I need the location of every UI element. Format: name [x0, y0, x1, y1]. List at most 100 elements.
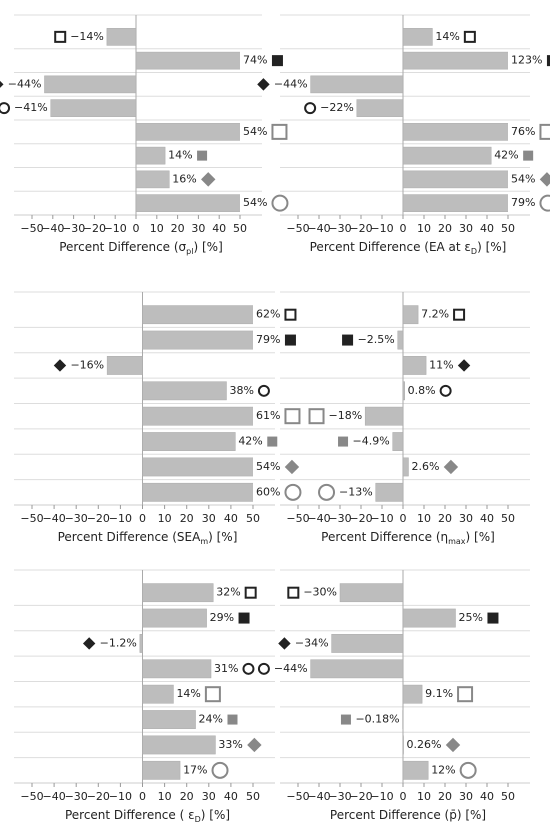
x-tick-label: −10: [370, 512, 393, 525]
value-label: −1.2%: [100, 636, 137, 649]
bar: [142, 330, 253, 350]
marker: [0, 102, 11, 115]
x-tick-label: 10: [158, 790, 172, 803]
marker: [308, 408, 325, 425]
bar: [142, 710, 196, 729]
bar: [402, 305, 419, 325]
value-label: 29%: [210, 611, 234, 624]
value-label: −4.9%: [353, 435, 390, 448]
bar: [142, 406, 253, 426]
marker: [318, 483, 336, 501]
marker: [445, 737, 461, 753]
x-tick-label: 30: [459, 512, 473, 525]
x-tick-label: 50: [246, 512, 260, 525]
x-axis-label-part: Percent Difference (SEA: [58, 530, 202, 544]
marker: [340, 714, 351, 725]
marker: [304, 102, 317, 115]
value-label: 42%: [238, 435, 262, 448]
marker: [284, 408, 301, 425]
bar: [142, 305, 253, 325]
marker: [54, 30, 67, 43]
marker: [271, 123, 288, 140]
value-label: 9.1%: [425, 687, 453, 700]
x-tick-label: −30: [62, 222, 85, 235]
x-tick-label: 50: [501, 512, 515, 525]
bar: [135, 194, 240, 212]
x-axis-label: Percent Difference (EA at εD) [%]: [310, 240, 507, 257]
bar: [142, 760, 181, 780]
value-label: −34%: [295, 636, 329, 649]
value-label: −22%: [320, 101, 354, 114]
x-tick-label: 50: [501, 790, 515, 803]
x-tick-label: 30: [191, 222, 205, 235]
marker: [539, 194, 550, 212]
x-tick-label: 50: [501, 222, 515, 235]
bar: [402, 381, 405, 401]
x-tick-label: −40: [307, 512, 330, 525]
value-label: −13%: [339, 485, 373, 498]
bar: [142, 381, 227, 401]
x-tick-label: 20: [180, 790, 194, 803]
bar: [135, 123, 240, 141]
bar: [402, 457, 409, 477]
x-tick-label: −20: [349, 222, 372, 235]
value-label: 14%: [435, 30, 459, 43]
x-tick-label: 0: [139, 512, 146, 525]
x-tick-label: 30: [202, 790, 216, 803]
bar: [392, 432, 404, 451]
panel: −50−40−30−20−10 0 10 20 30 40 50 −30% 25% −34% −44…: [257, 569, 530, 822]
x-axis-label: Percent Difference ( εD) [%]: [65, 808, 230, 825]
x-tick-label: −30: [328, 512, 351, 525]
value-label: −14%: [70, 30, 104, 43]
bar: [339, 583, 404, 603]
x-axis-label: Percent Difference (ηmax) [%]: [321, 530, 495, 547]
x-axis-label-part: D: [195, 815, 201, 824]
marker: [271, 194, 289, 212]
marker: [457, 359, 471, 372]
value-label: 60%: [256, 485, 280, 498]
value-label: −44%: [8, 77, 42, 90]
marker: [284, 459, 300, 475]
bar: [142, 735, 216, 755]
x-axis-label: Percent Difference (p̄) [%]: [330, 808, 486, 822]
value-label: 79%: [256, 333, 280, 346]
marker: [278, 637, 291, 650]
value-label: −30%: [303, 586, 337, 599]
x-tick-label: 40: [480, 790, 494, 803]
x-tick-label: −20: [87, 790, 110, 803]
x-tick-label: 20: [438, 790, 452, 803]
marker: [457, 686, 474, 703]
value-label: 32%: [216, 586, 240, 599]
x-tick-label: −50: [286, 222, 309, 235]
value-label: 62%: [256, 308, 280, 321]
value-label: 11%: [429, 358, 453, 371]
bar: [142, 583, 214, 603]
x-tick-label: 20: [180, 512, 194, 525]
x-tick-label: 30: [459, 222, 473, 235]
bar: [356, 99, 404, 117]
value-label: −0.18%: [355, 713, 399, 726]
x-axis-label-part: Percent Difference (η: [321, 530, 448, 544]
bar: [375, 482, 404, 502]
x-tick-label: 40: [224, 512, 238, 525]
x-tick-label: 0: [400, 512, 407, 525]
x-tick-label: −40: [41, 222, 64, 235]
x-tick-label: −20: [349, 790, 372, 803]
marker: [247, 737, 262, 753]
value-label: 7.2%: [421, 308, 449, 321]
bar: [106, 356, 143, 375]
bar: [402, 146, 492, 165]
x-tick-label: −40: [307, 222, 330, 235]
bar: [310, 75, 404, 94]
x-tick-label: −30: [328, 222, 351, 235]
x-tick-label: −40: [42, 512, 65, 525]
x-tick-label: 10: [417, 512, 431, 525]
marker: [443, 459, 459, 475]
bar: [106, 28, 137, 46]
marker: [546, 55, 550, 67]
marker: [284, 334, 296, 346]
x-axis-label-part: ) [%]: [466, 530, 495, 544]
x-tick-label: −10: [104, 222, 127, 235]
value-label: 25%: [459, 611, 483, 624]
